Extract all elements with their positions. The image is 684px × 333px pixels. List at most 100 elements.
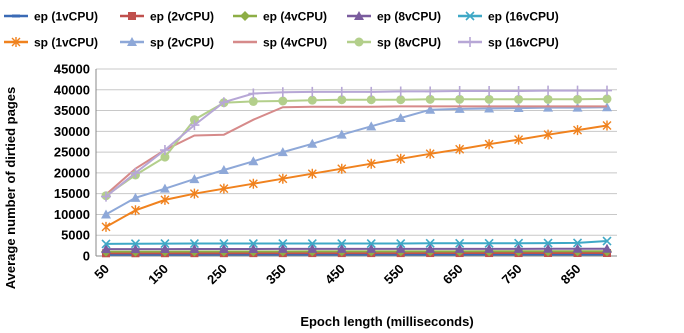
data-point [130, 205, 140, 216]
series-line [105, 124, 608, 228]
gridlines [96, 68, 617, 257]
data-point [543, 85, 554, 96]
data-point [454, 243, 465, 253]
data-point [514, 134, 524, 145]
data-point [455, 94, 465, 104]
legend-marker [11, 37, 21, 47]
data-point [101, 209, 111, 219]
data-point [307, 168, 317, 179]
data-point [307, 238, 317, 249]
y-tick-label: 35000 [54, 103, 90, 118]
data-point [160, 239, 170, 249]
data-point [307, 95, 317, 105]
data-point [218, 164, 229, 174]
series-line [105, 97, 608, 197]
data-point [159, 244, 170, 254]
legend-item: ep (1vCPU) [4, 10, 98, 24]
data-point [395, 86, 406, 97]
data-point [484, 139, 494, 150]
legend: ep (1vCPU) ep (2vCPU) ep (4vCPU) ep (8vCPU)… [4, 10, 559, 50]
data-point [484, 103, 495, 113]
x-tick-label: 450 [322, 261, 348, 287]
data-point [189, 188, 199, 199]
plot-area [101, 85, 612, 258]
legend-item: ep (8vCPU) [347, 10, 441, 24]
data-point [513, 103, 524, 113]
data-point [396, 95, 406, 105]
data-point [484, 94, 494, 104]
y-tick-label: 5000 [61, 228, 90, 243]
series-sp-2vcpu- [101, 102, 612, 219]
data-point [455, 238, 465, 248]
legend-marker [465, 11, 475, 21]
data-point [336, 129, 347, 139]
data-point [307, 243, 318, 253]
data-point [543, 94, 553, 104]
data-point [337, 95, 347, 105]
x-tick-label: 550 [381, 261, 407, 287]
data-point [572, 85, 583, 96]
data-point [484, 86, 495, 97]
legend-label: ep (2vCPU) [150, 10, 214, 24]
legend-item: sp (2vCPU) [120, 36, 214, 50]
data-point [514, 238, 524, 248]
legend-item: ep (4vCPU) [233, 10, 327, 24]
data-point [278, 173, 288, 184]
data-point [278, 238, 288, 249]
data-point [366, 95, 376, 105]
data-point [454, 86, 465, 97]
legend-item: sp (16vCPU) [458, 36, 559, 50]
data-point [189, 244, 200, 254]
legend-marker [128, 12, 136, 20]
data-point [543, 238, 553, 248]
data-point [307, 86, 318, 97]
series-ep-8vcpu- [101, 243, 612, 254]
legend-marker [240, 11, 250, 21]
data-point [484, 243, 495, 253]
data-point [248, 156, 259, 166]
y-tick-label: 45000 [54, 62, 90, 77]
legend-label: sp (8vCPU) [377, 36, 441, 50]
legend-marker [12, 14, 20, 18]
series-line [105, 105, 607, 196]
data-point [248, 88, 259, 99]
data-point [484, 238, 494, 248]
data-point [277, 147, 288, 157]
data-point [572, 238, 583, 248]
data-point [218, 244, 229, 254]
legend-label: sp (4vCPU) [263, 36, 327, 50]
data-point [219, 183, 229, 194]
data-point [455, 144, 465, 155]
data-point [189, 115, 199, 125]
data-point [277, 87, 288, 98]
legend-label: sp (16vCPU) [488, 36, 559, 50]
legend-marker [465, 37, 475, 47]
data-point [101, 239, 111, 249]
x-tick-label: 350 [263, 261, 289, 287]
legend-label: ep (1vCPU) [34, 10, 98, 24]
data-point [130, 167, 141, 178]
legend-marker [354, 37, 364, 47]
data-point [130, 244, 141, 254]
y-tick-label: 30000 [54, 124, 90, 139]
data-point [159, 145, 170, 156]
data-point [337, 238, 347, 249]
data-point [277, 243, 288, 253]
data-point [543, 243, 554, 253]
data-point [602, 120, 612, 131]
data-point [366, 158, 376, 169]
data-point [454, 103, 465, 113]
y-tick-label: 20000 [54, 165, 90, 180]
data-point [189, 174, 200, 184]
y-tick-label: 0 [83, 249, 90, 264]
legend-label: sp (2vCPU) [150, 36, 214, 50]
data-point [101, 244, 111, 254]
data-point [219, 238, 229, 249]
legend-item: sp (8vCPU) [347, 36, 441, 50]
data-point [425, 243, 436, 253]
data-point [572, 243, 583, 253]
data-point [248, 238, 258, 249]
data-point [160, 194, 170, 205]
data-point [395, 243, 406, 253]
data-point [248, 178, 258, 189]
